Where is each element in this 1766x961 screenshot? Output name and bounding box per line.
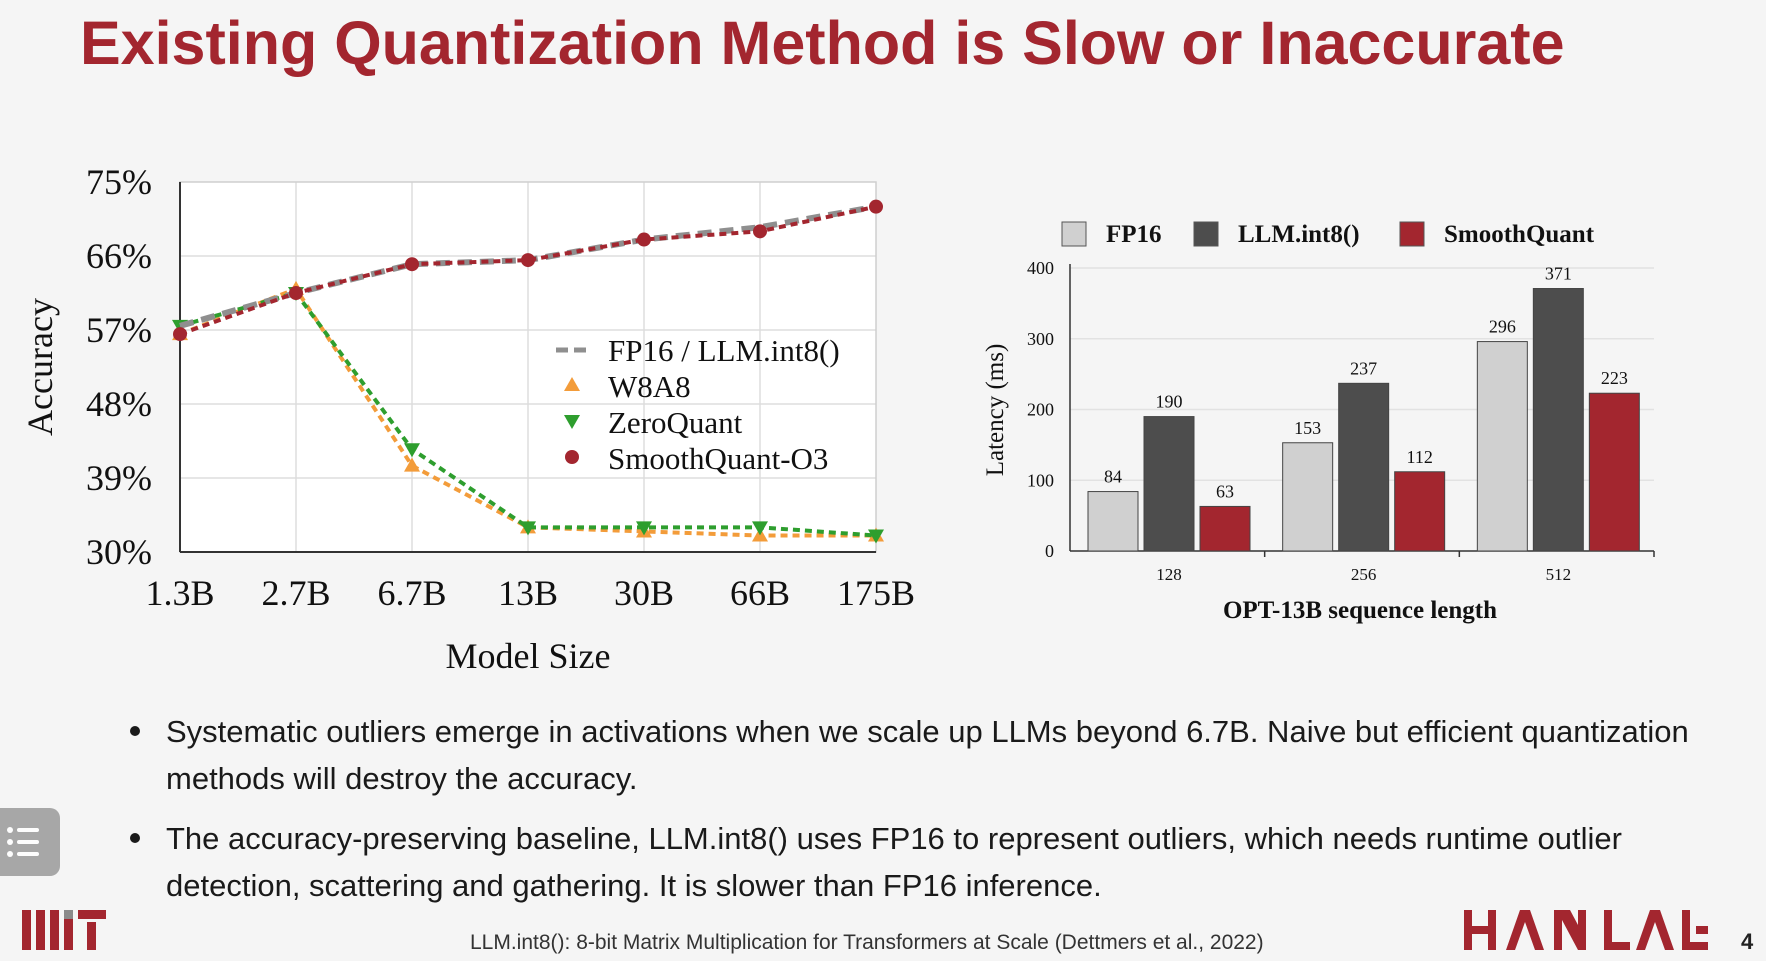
menu-button[interactable] — [0, 808, 60, 876]
bar — [1199, 505, 1251, 552]
slide-title: Existing Quantization Method is Slow or … — [80, 9, 1565, 77]
bar-value-label: 296 — [1489, 317, 1516, 337]
legend-label: LLM.int8() — [1238, 221, 1360, 248]
legend-swatch — [564, 415, 580, 429]
y-tick-label: 30% — [86, 532, 152, 572]
bar-value-label: 371 — [1545, 264, 1572, 284]
x-tick-label: 6.7B — [377, 573, 446, 613]
legend-label: ZeroQuant — [608, 405, 743, 440]
bullet-item: The accuracy-preserving baseline, LLM.in… — [130, 815, 1690, 909]
legend-swatch — [565, 450, 579, 464]
citation: LLM.int8(): 8-bit Matrix Multiplication … — [470, 931, 1264, 954]
bar — [1394, 471, 1446, 552]
bar-value-label: 153 — [1294, 418, 1321, 438]
data-point — [869, 199, 883, 214]
legend-label: SmoothQuant-O3 — [608, 441, 828, 476]
legend-label: FP16 / LLM.int8() — [608, 333, 840, 368]
data-point — [752, 521, 768, 536]
bar — [1476, 341, 1528, 552]
x-tick-label: 128 — [1156, 565, 1182, 584]
x-tick-label: 66B — [730, 573, 790, 613]
mit-logo — [22, 910, 106, 955]
bar — [1087, 491, 1139, 552]
han-lab-logo — [1464, 910, 1724, 957]
x-tick-label: 13B — [498, 573, 558, 613]
legend-label: SmoothQuant — [1444, 221, 1595, 248]
bullet-text: The accuracy-preserving baseline, LLM.in… — [166, 821, 1622, 903]
bar — [1143, 416, 1195, 552]
x-tick-label: 2.7B — [261, 573, 330, 613]
y-tick-label: 200 — [1027, 400, 1054, 420]
data-point — [404, 443, 420, 458]
y-tick-label: 75% — [86, 162, 152, 202]
menu-list-icon — [7, 827, 39, 857]
bullet-text: Systematic outliers emerge in activation… — [166, 714, 1689, 796]
bar-value-label: 63 — [1216, 481, 1234, 501]
y-tick-label: 400 — [1027, 258, 1054, 278]
data-point — [173, 327, 187, 342]
legend-swatch — [564, 377, 580, 391]
x-tick-label: 175B — [837, 573, 915, 613]
data-point — [637, 232, 651, 247]
legend-label: W8A8 — [608, 369, 691, 404]
x-axis-title: OPT-13B sequence length — [1223, 597, 1497, 624]
legend-swatch — [1399, 221, 1425, 247]
bar — [1282, 442, 1334, 552]
data-point — [868, 529, 884, 544]
x-tick-label: 30B — [614, 573, 674, 613]
y-tick-label: 48% — [86, 384, 152, 424]
x-tick-label: 256 — [1351, 565, 1377, 584]
bar — [1338, 382, 1390, 552]
data-point — [404, 457, 420, 472]
legend-swatch — [1193, 221, 1219, 247]
legend-swatch — [1061, 221, 1087, 247]
y-tick-label: 66% — [86, 236, 152, 276]
x-tick-label: 512 — [1546, 565, 1572, 584]
bullet-item: Systematic outliers emerge in activation… — [130, 708, 1690, 802]
data-point — [521, 253, 535, 268]
page-number: 4 — [1741, 929, 1754, 954]
y-tick-label: 39% — [86, 458, 152, 498]
x-axis-title: Model Size — [446, 636, 611, 676]
bar — [1532, 288, 1584, 552]
y-tick-label: 300 — [1027, 329, 1054, 349]
bar-value-label: 84 — [1104, 467, 1122, 487]
latency-bar-chart: 0 100 200 300 400 84 190 63 128 153 237 112 256 296 37… — [982, 221, 1655, 624]
bar-value-label: 223 — [1601, 368, 1628, 388]
legend-label: FP16 — [1106, 221, 1162, 248]
y-tick-label: 100 — [1027, 470, 1054, 490]
data-point — [405, 257, 419, 272]
bullet-dot — [130, 726, 140, 736]
data-point — [289, 286, 303, 300]
data-point — [520, 521, 536, 536]
data-point — [753, 224, 767, 239]
bar-value-label: 237 — [1350, 358, 1377, 378]
bar-value-label: 190 — [1156, 392, 1183, 412]
x-tick-label: 1.3B — [145, 573, 214, 613]
y-axis-title: Accuracy — [20, 298, 60, 436]
y-tick-label: 0 — [1045, 541, 1054, 561]
bar — [1588, 392, 1640, 552]
y-axis-title: Latency (ms) — [982, 344, 1009, 477]
accuracy-line-chart: 1.3B 2.7B 6.7B 13B 30B 66B 175B 30% 39% 48% 57% 66%… — [20, 162, 915, 676]
y-tick-label: 57% — [86, 310, 152, 350]
bar-value-label: 112 — [1406, 447, 1432, 467]
data-point — [636, 521, 652, 536]
bullet-list: Systematic outliers emerge in activation… — [130, 708, 1690, 922]
bullet-dot — [130, 833, 140, 843]
